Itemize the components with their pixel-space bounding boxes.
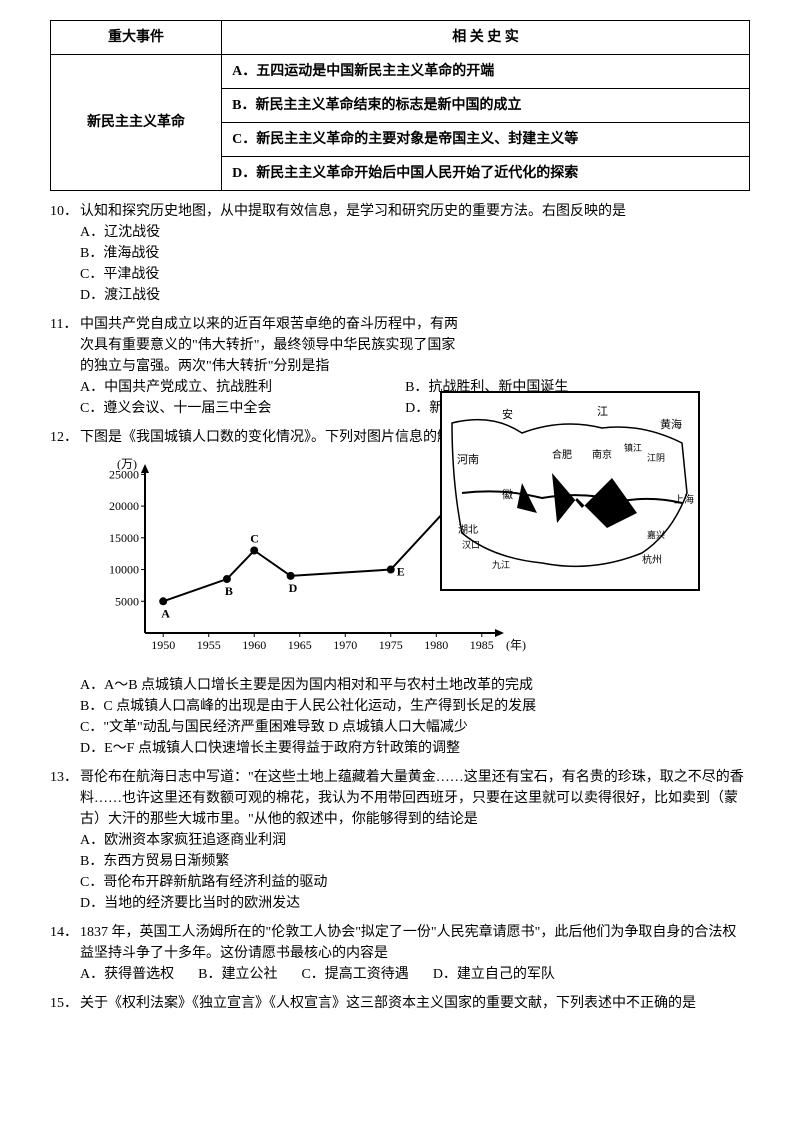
- option: C．"文革"动乱与国民经济严重困难导致 D 点城镇人口大幅减少: [80, 717, 750, 738]
- table-row: A．五四运动是中国新民主主义革命的开端: [222, 55, 750, 89]
- map-label: 合肥: [552, 448, 572, 461]
- option: A．中国共产党成立、抗战胜利: [80, 377, 402, 398]
- option: D．当地的经济要比当时的欧洲发达: [80, 893, 750, 914]
- option: C．遵义会议、十一届三中全会: [80, 398, 402, 419]
- map-label: 徽: [502, 487, 513, 501]
- option: A．获得普选权: [80, 964, 174, 985]
- question-stem: 1837 年，英国工人汤姆所在的"伦敦工人协会"拟定了一份"人民宪章请愿书"，此…: [80, 922, 750, 964]
- question-number: 15．: [50, 993, 80, 1014]
- option: B．建立公社: [198, 964, 277, 985]
- option: D．渡江战役: [80, 285, 750, 306]
- table-header-event: 重大事件: [51, 21, 222, 55]
- map-label: 安: [502, 407, 513, 421]
- question-15: 15． 关于《权利法案》《独立宣言》《人权宣言》这三部资本主义国家的重要文献，下…: [50, 993, 750, 1014]
- map-label: 镇江: [624, 442, 642, 453]
- question-number: 14．: [50, 922, 80, 943]
- option: B．C 点城镇人口高峰的出现是由于人民公社化运动，生产得到长足的发展: [80, 696, 750, 717]
- svg-text:D: D: [289, 581, 298, 595]
- question-12-options: A．A～B 点城镇人口增长主要是因为国内相对和平与农村土地改革的完成 B．C 点…: [50, 675, 750, 759]
- map-label: 江: [597, 405, 608, 418]
- question-stem: 关于《权利法案》《独立宣言》《人权宣言》这三部资本主义国家的重要文献，下列表述中…: [80, 993, 750, 1014]
- svg-text:5000: 5000: [115, 594, 139, 608]
- svg-text:E: E: [397, 565, 405, 579]
- svg-text:1975: 1975: [379, 638, 403, 652]
- svg-text:15000: 15000: [109, 531, 139, 545]
- svg-text:10000: 10000: [109, 563, 139, 577]
- map-label: 江阴: [647, 453, 665, 463]
- table-row: D．新民主主义革命开始后中国人民开始了近代化的探索: [222, 157, 750, 191]
- svg-text:20000: 20000: [109, 499, 139, 513]
- history-map: 安 江 黄海 河南 合肥 南京 镇江 江阴 上海 湖北 汉口 九江 徽 杭州 嘉…: [440, 391, 700, 591]
- map-label: 上海: [674, 493, 694, 506]
- svg-text:1955: 1955: [197, 638, 221, 652]
- map-label: 汉口: [462, 540, 480, 550]
- map-label: 杭州: [642, 553, 662, 566]
- question-stem: 认知和探究历史地图，从中提取有效信息，是学习和研究历史的重要方法。右图反映的是: [80, 201, 750, 222]
- question-13: 13． 哥伦布在航海日志中写道："在这些土地上蕴藏着大量黄金……这里还有宝石，有…: [50, 767, 750, 914]
- map-label: 南京: [592, 448, 612, 461]
- table-row: B．新民主主义革命结束的标志是新中国的成立: [222, 89, 750, 123]
- option: C．哥伦布开辟新航路有经济利益的驱动: [80, 872, 750, 893]
- question-number: 12．: [50, 427, 80, 448]
- question-10: 10． 认知和探究历史地图，从中提取有效信息，是学习和研究历史的重要方法。右图反…: [50, 201, 750, 306]
- question-number: 13．: [50, 767, 80, 788]
- option: A．欧洲资本家疯狂追逐商业利润: [80, 830, 750, 851]
- question-number: 11．: [50, 314, 80, 335]
- svg-text:C: C: [250, 532, 259, 546]
- map-label: 九江: [492, 560, 510, 570]
- option: A．A～B 点城镇人口增长主要是因为国内相对和平与农村土地改革的完成: [80, 675, 750, 696]
- option: D．建立自己的军队: [433, 964, 555, 985]
- table-header-fact: 相 关 史 实: [222, 21, 750, 55]
- svg-text:1965: 1965: [288, 638, 312, 652]
- option: B．东西方贸易日渐频繁: [80, 851, 750, 872]
- map-label: 湖北: [458, 524, 478, 536]
- svg-text:(年): (年): [506, 638, 526, 652]
- question-stem: 哥伦布在航海日志中写道："在这些土地上蕴藏着大量黄金……这里还有宝石，有名贵的珍…: [80, 767, 750, 830]
- svg-text:(万): (万): [117, 458, 137, 471]
- svg-text:B: B: [225, 584, 233, 598]
- svg-text:A: A: [161, 606, 170, 620]
- svg-text:1985: 1985: [470, 638, 494, 652]
- question-number: 10．: [50, 201, 80, 222]
- question-stem: 中国共产党自成立以来的近百年艰苦卓绝的奋斗历程中，有两次具有重要意义的"伟大转折…: [80, 314, 460, 377]
- svg-text:1960: 1960: [242, 638, 266, 652]
- option: B．淮海战役: [80, 243, 750, 264]
- table-event-cell: 新民主主义革命: [51, 55, 222, 191]
- map-label: 黄海: [660, 417, 682, 431]
- option: D．E～F 点城镇人口快速增长主要得益于政府方针政策的调整: [80, 738, 750, 759]
- option: C．提高工资待遇: [301, 964, 408, 985]
- table-row: C．新民主主义革命的主要对象是帝国主义、封建主义等: [222, 123, 750, 157]
- option: C．平津战役: [80, 264, 750, 285]
- svg-text:1970: 1970: [333, 638, 357, 652]
- svg-text:1950: 1950: [151, 638, 175, 652]
- map-label: 嘉兴: [647, 529, 665, 540]
- svg-text:1980: 1980: [424, 638, 448, 652]
- map-label: 河南: [457, 453, 479, 466]
- fact-table: 重大事件 相 关 史 实 新民主主义革命 A．五四运动是中国新民主主义革命的开端…: [50, 20, 750, 191]
- option: A．辽沈战役: [80, 222, 750, 243]
- question-14: 14． 1837 年，英国工人汤姆所在的"伦敦工人协会"拟定了一份"人民宪章请愿…: [50, 922, 750, 985]
